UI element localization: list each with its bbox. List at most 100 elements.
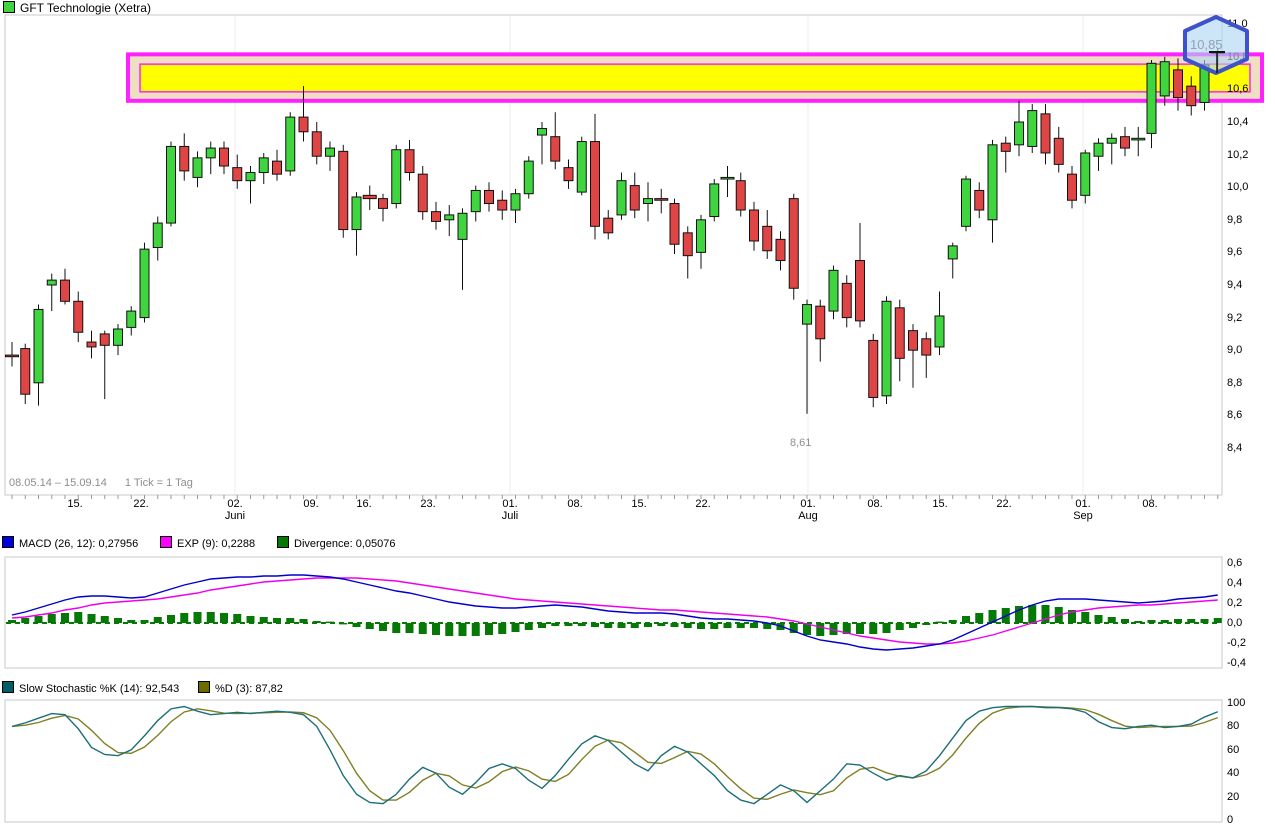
candle bbox=[616, 180, 627, 216]
divergence-bar bbox=[683, 623, 692, 628]
candle bbox=[894, 307, 905, 359]
divergence-bar bbox=[1160, 620, 1169, 623]
tick-interval: 1 Tick = 1 Tag bbox=[124, 477, 193, 489]
candle bbox=[934, 315, 945, 348]
price-axis-label: 9,8 bbox=[1227, 213, 1243, 226]
candle bbox=[921, 338, 932, 356]
candle bbox=[669, 203, 680, 245]
divergence-bar bbox=[180, 613, 189, 623]
candle bbox=[179, 145, 190, 172]
candle bbox=[550, 136, 561, 162]
candle bbox=[654, 198, 669, 201]
macd-axis-label: 0,2 bbox=[1227, 597, 1243, 609]
candle bbox=[1186, 85, 1197, 107]
divergence-bar bbox=[273, 618, 281, 623]
candle bbox=[1093, 142, 1104, 157]
macd-legend-item: MACD (26, 12): 0,27956 bbox=[2, 536, 138, 550]
divergence-bar bbox=[1015, 606, 1023, 623]
divergence-bar bbox=[233, 614, 242, 623]
divergence-bar bbox=[644, 623, 652, 627]
candle bbox=[362, 194, 377, 200]
date-axis-label: 01. bbox=[1075, 498, 1091, 510]
candle bbox=[576, 141, 587, 193]
price-axis-label: 9,0 bbox=[1227, 344, 1243, 357]
divergence-bar bbox=[140, 620, 149, 623]
divergence-bar bbox=[392, 623, 401, 633]
candle bbox=[563, 167, 574, 182]
candle bbox=[603, 217, 614, 234]
date-axis-label: 02. bbox=[227, 498, 243, 510]
stoch-k-line bbox=[11, 705, 1219, 805]
candle bbox=[470, 189, 481, 213]
divergence-bar bbox=[153, 617, 162, 623]
divergence-bar bbox=[962, 616, 970, 623]
macd-legend-label: MACD (26, 12): 0,27956 bbox=[19, 538, 139, 550]
candle bbox=[1159, 61, 1170, 97]
candle bbox=[444, 214, 455, 221]
candle bbox=[1120, 136, 1130, 149]
last-price-badge-label: 10,85 bbox=[1190, 37, 1223, 52]
divergence-legend-item: Divergence: 0,05076 bbox=[277, 536, 396, 550]
candle bbox=[46, 279, 57, 286]
price-axis-label: 10,4 bbox=[1227, 116, 1249, 128]
macd-axis-label: -0,2 bbox=[1227, 637, 1246, 649]
date-axis-label: 08. bbox=[867, 498, 883, 510]
divergence-bar bbox=[1028, 605, 1037, 623]
divergence-bar bbox=[617, 623, 626, 628]
divergence-bar bbox=[869, 623, 878, 634]
divergence-bar bbox=[259, 617, 268, 623]
candle bbox=[258, 157, 269, 174]
divergence-bar bbox=[74, 612, 83, 623]
candle bbox=[841, 282, 852, 319]
stoch-k-legend-label: Slow Stochastic %K (14): 92,543 bbox=[19, 683, 180, 695]
divergence-bar bbox=[1187, 619, 1196, 623]
divergence-bar bbox=[365, 623, 374, 629]
candle bbox=[1131, 137, 1146, 141]
macd-axis-label: 0,6 bbox=[1227, 557, 1243, 569]
candle bbox=[961, 178, 971, 227]
divergence-bar bbox=[312, 621, 321, 623]
candle bbox=[762, 225, 773, 252]
candle bbox=[682, 232, 693, 257]
divergence-bar bbox=[789, 623, 798, 633]
exp-swatch-icon bbox=[160, 536, 172, 548]
candle bbox=[219, 147, 229, 167]
macd-axis-label: 0,0 bbox=[1227, 617, 1243, 629]
period-range: 08.05.14 – 15.09.14 bbox=[9, 477, 107, 489]
stoch-panel-frame bbox=[4, 699, 1223, 823]
divergence-bar bbox=[538, 623, 546, 628]
candle bbox=[1027, 110, 1038, 147]
divergence-bar bbox=[948, 620, 957, 623]
macd-axis-label: -0,4 bbox=[1227, 657, 1246, 669]
candle bbox=[855, 260, 865, 322]
divergence-bar bbox=[670, 623, 679, 627]
divergence-bar bbox=[47, 614, 56, 623]
price-axis-label: 8,6 bbox=[1227, 409, 1243, 422]
divergence-swatch-icon bbox=[277, 536, 289, 548]
candle bbox=[20, 348, 31, 395]
divergence-bar bbox=[418, 623, 427, 634]
divergence-bar bbox=[1147, 620, 1156, 623]
candle bbox=[523, 160, 534, 195]
candle bbox=[749, 209, 759, 242]
stochastic-legend-row: Slow Stochastic %K (14): 92,543 %D (3): … bbox=[0, 681, 1275, 695]
divergence-bar bbox=[935, 621, 944, 623]
divergence-bar bbox=[246, 616, 255, 623]
price-axis-label: 10,6 bbox=[1227, 83, 1249, 96]
date-axis-label: 22. bbox=[695, 498, 711, 510]
candle bbox=[311, 131, 322, 157]
divergence-bar bbox=[551, 623, 560, 626]
divergence-bar bbox=[1041, 605, 1050, 623]
stoch-k-legend-item: Slow Stochastic %K (14): 92,543 bbox=[2, 681, 179, 695]
candle bbox=[417, 173, 428, 213]
candle bbox=[99, 333, 110, 346]
hexagon-icon bbox=[1183, 15, 1249, 75]
candle bbox=[391, 149, 402, 205]
divergence-bar bbox=[1094, 615, 1103, 623]
divergence-bar bbox=[842, 623, 851, 634]
candle bbox=[1106, 137, 1117, 144]
divergence-bar bbox=[127, 620, 136, 623]
candle bbox=[629, 185, 640, 211]
divergence-bar bbox=[988, 610, 997, 623]
